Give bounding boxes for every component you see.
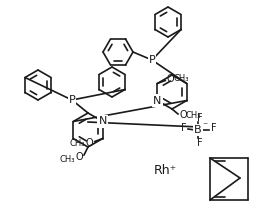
Text: O: O <box>75 152 83 162</box>
Text: Rh⁺: Rh⁺ <box>153 163 177 176</box>
Text: F: F <box>197 113 203 123</box>
Text: CH₃: CH₃ <box>186 112 201 120</box>
Text: N: N <box>99 117 107 127</box>
Text: CH₃: CH₃ <box>59 155 75 163</box>
Text: O: O <box>85 138 93 148</box>
Text: ⁻: ⁻ <box>203 121 208 131</box>
Text: O: O <box>166 74 174 84</box>
Text: CH₃: CH₃ <box>69 139 85 148</box>
Text: F: F <box>197 138 203 148</box>
Text: CH₃: CH₃ <box>173 74 189 83</box>
Text: F: F <box>211 123 217 133</box>
Text: O: O <box>179 110 187 120</box>
Text: P: P <box>69 95 75 105</box>
Text: N: N <box>153 95 161 105</box>
Text: B: B <box>194 125 202 135</box>
Text: P: P <box>149 55 155 65</box>
Text: F: F <box>181 123 187 133</box>
